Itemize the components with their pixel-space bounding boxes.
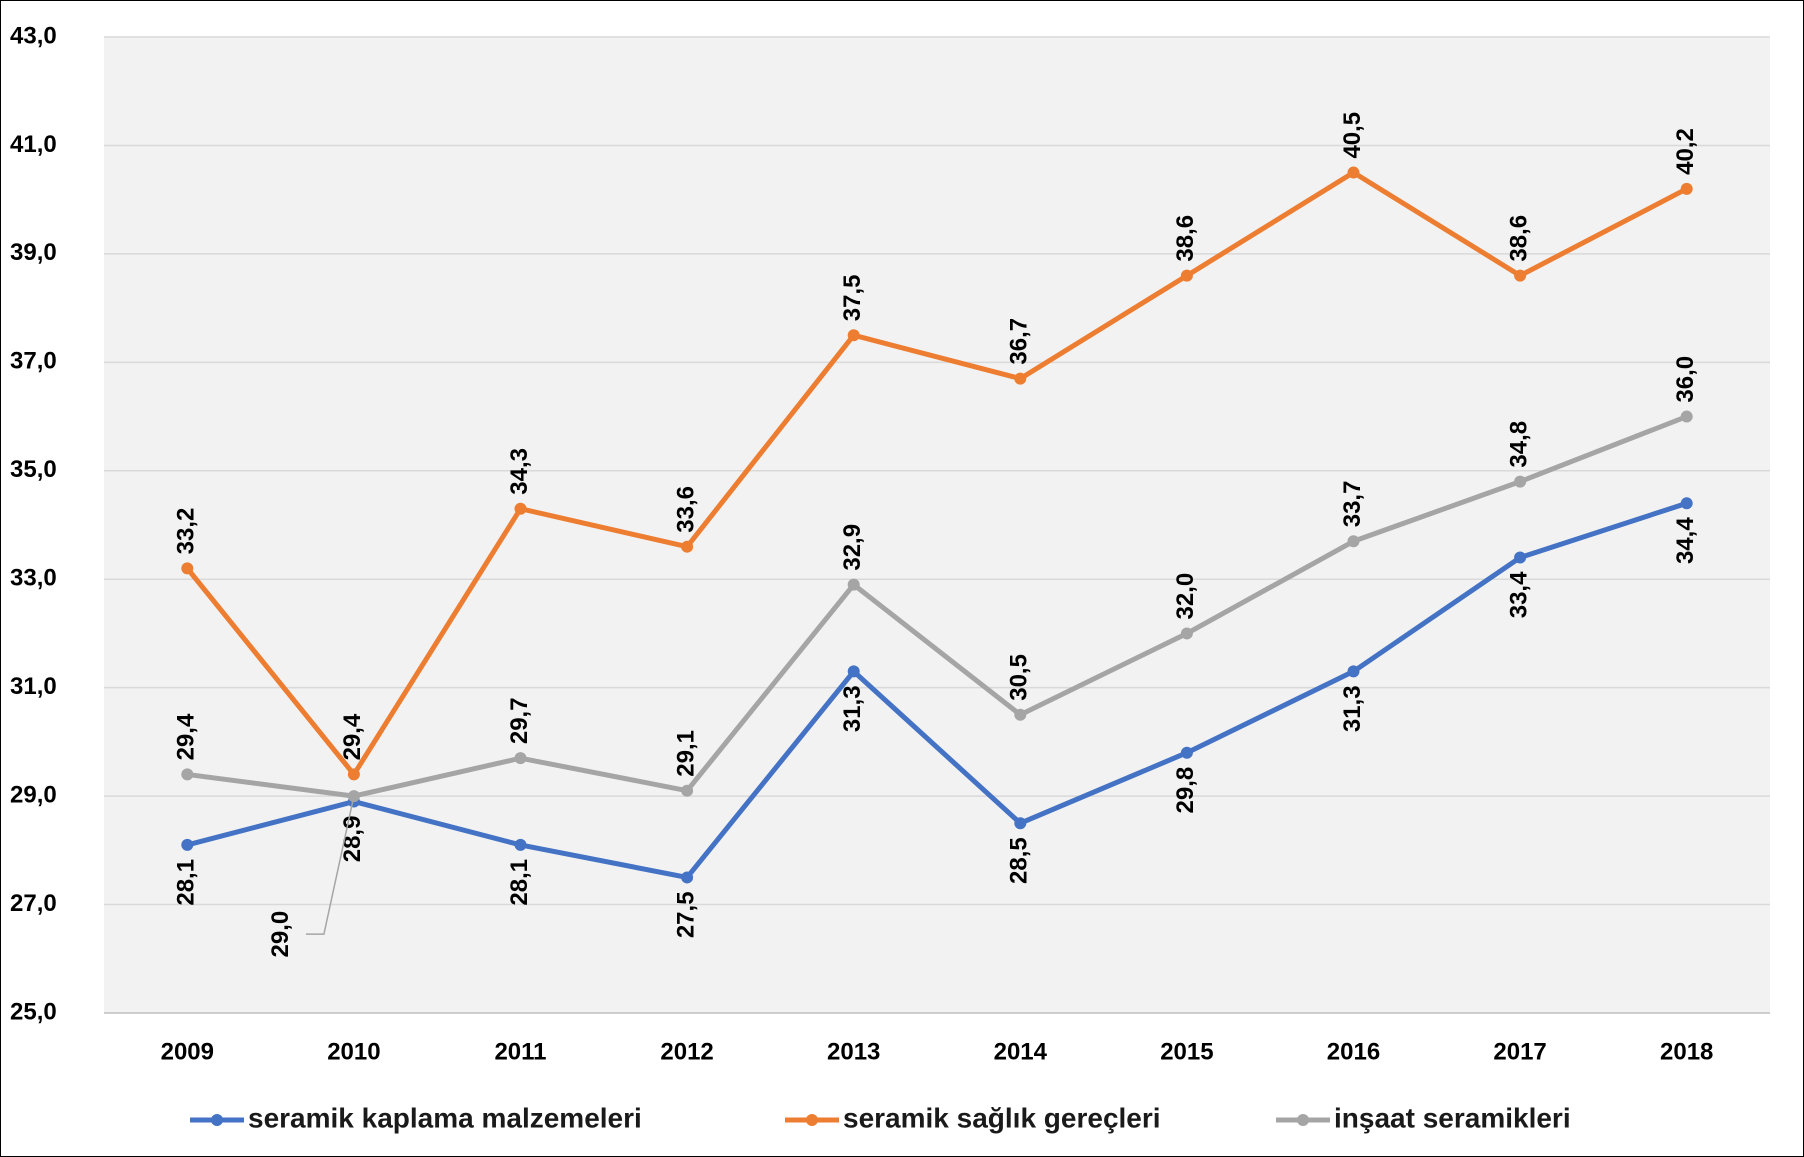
legend-label: seramik sağlık gereçleri xyxy=(843,1102,1161,1133)
data-label: 27,5 xyxy=(672,891,699,938)
data-label: 38,6 xyxy=(1172,215,1199,262)
data-point xyxy=(1180,746,1193,759)
data-point xyxy=(1180,269,1193,282)
legend-item: seramik sağlık gereçleri xyxy=(785,1102,1161,1133)
legend-label: inşaat seramikleri xyxy=(1334,1102,1571,1133)
data-point xyxy=(847,665,860,678)
data-point xyxy=(1347,665,1360,678)
data-point xyxy=(847,329,860,342)
data-point xyxy=(681,540,694,553)
data-label: 33,4 xyxy=(1505,571,1532,618)
data-label: 28,5 xyxy=(1006,837,1033,884)
data-label: 33,7 xyxy=(1339,481,1366,528)
data-label: 29,4 xyxy=(339,713,366,760)
x-tick-label: 2013 xyxy=(827,1038,880,1065)
y-tick-label: 35,0 xyxy=(10,456,57,483)
data-point xyxy=(681,871,694,884)
legend-item: seramik kaplama malzemeleri xyxy=(190,1102,642,1133)
data-label: 33,6 xyxy=(672,486,699,533)
leader-line xyxy=(305,795,355,935)
data-point xyxy=(681,784,694,797)
data-label: 32,9 xyxy=(839,524,866,571)
data-label: 28,1 xyxy=(506,859,533,906)
data-point xyxy=(1680,410,1693,423)
data-point xyxy=(1680,182,1693,195)
x-tick-label: 2010 xyxy=(327,1038,380,1065)
x-tick-label: 2011 xyxy=(494,1038,546,1065)
x-tick-label: 2017 xyxy=(1493,1038,1546,1065)
data-point xyxy=(181,838,194,851)
data-label: 38,6 xyxy=(1505,215,1532,262)
data-point xyxy=(1347,166,1360,179)
y-tick-label: 31,0 xyxy=(10,673,57,700)
data-point xyxy=(847,578,860,591)
data-point xyxy=(1680,497,1693,510)
legend-label: seramik kaplama malzemeleri xyxy=(248,1102,642,1133)
data-label: 36,7 xyxy=(1006,318,1033,365)
data-point xyxy=(1347,535,1360,548)
data-point xyxy=(1014,708,1027,721)
series-line xyxy=(186,500,1688,880)
data-label: 31,3 xyxy=(1339,685,1366,732)
x-tick-label: 2009 xyxy=(161,1038,214,1065)
data-point xyxy=(181,768,194,781)
plot-area xyxy=(104,37,1770,1013)
y-tick-label: 39,0 xyxy=(10,239,57,266)
legend-item: inşaat seramikleri xyxy=(1276,1102,1571,1133)
data-label: 30,5 xyxy=(1006,654,1033,701)
data-label: 32,0 xyxy=(1172,573,1199,620)
data-point xyxy=(1514,475,1527,488)
data-label: 37,5 xyxy=(839,275,866,322)
data-point xyxy=(1180,627,1193,640)
data-label: 29,1 xyxy=(672,730,699,777)
data-label: 40,2 xyxy=(1672,128,1699,175)
legend-marker xyxy=(806,1114,818,1126)
data-label: 29,7 xyxy=(506,697,533,744)
data-label: 40,5 xyxy=(1339,112,1366,159)
y-tick-label: 41,0 xyxy=(10,131,57,158)
data-label: 31,3 xyxy=(839,685,866,732)
data-point xyxy=(347,768,360,781)
data-point xyxy=(181,562,194,575)
legend-marker xyxy=(1297,1114,1309,1126)
data-label: 29,8 xyxy=(1172,767,1199,814)
data-label: 34,4 xyxy=(1672,517,1699,564)
y-tick-label: 27,0 xyxy=(10,890,57,917)
data-point xyxy=(514,502,527,515)
data-point xyxy=(1014,817,1027,830)
y-tick-label: 43,0 xyxy=(10,22,57,49)
x-tick-label: 2016 xyxy=(1327,1038,1380,1065)
x-tick-label: 2012 xyxy=(660,1038,713,1065)
series-line xyxy=(186,414,1688,799)
y-tick-label: 29,0 xyxy=(10,781,57,808)
data-point xyxy=(514,838,527,851)
data-label: 28,1 xyxy=(173,859,200,906)
data-point xyxy=(514,752,527,765)
x-tick-label: 2015 xyxy=(1160,1038,1213,1065)
x-tick-label: 2018 xyxy=(1660,1038,1713,1065)
x-tick-label: 2014 xyxy=(994,1038,1048,1065)
series-line xyxy=(185,170,1688,777)
data-label: 29,0 xyxy=(267,911,294,958)
data-point xyxy=(1514,269,1527,282)
data-label: 36,0 xyxy=(1672,356,1699,403)
data-label: 28,9 xyxy=(339,816,366,863)
data-label: 34,3 xyxy=(506,448,533,495)
data-label: 33,2 xyxy=(173,508,200,555)
y-tick-label: 33,0 xyxy=(10,565,57,592)
data-label: 29,4 xyxy=(173,713,200,760)
data-point xyxy=(1514,551,1527,564)
y-tick-label: 37,0 xyxy=(10,348,57,375)
legend-marker xyxy=(211,1114,223,1126)
data-point xyxy=(1014,372,1027,385)
y-tick-label: 25,0 xyxy=(10,998,57,1025)
data-label: 34,8 xyxy=(1505,421,1532,468)
